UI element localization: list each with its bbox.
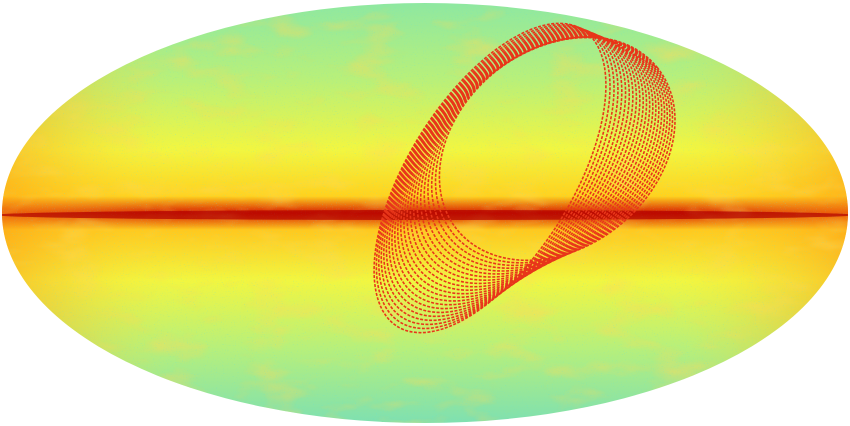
scan-loop (391, 30, 634, 306)
galactic-plane (2, 210, 848, 220)
scan-loop (419, 36, 663, 275)
scan-loop (416, 36, 660, 278)
scan-loop (423, 36, 666, 272)
scan-loop (438, 36, 676, 262)
scan-loops (373, 22, 676, 334)
scan-loop (412, 35, 657, 281)
